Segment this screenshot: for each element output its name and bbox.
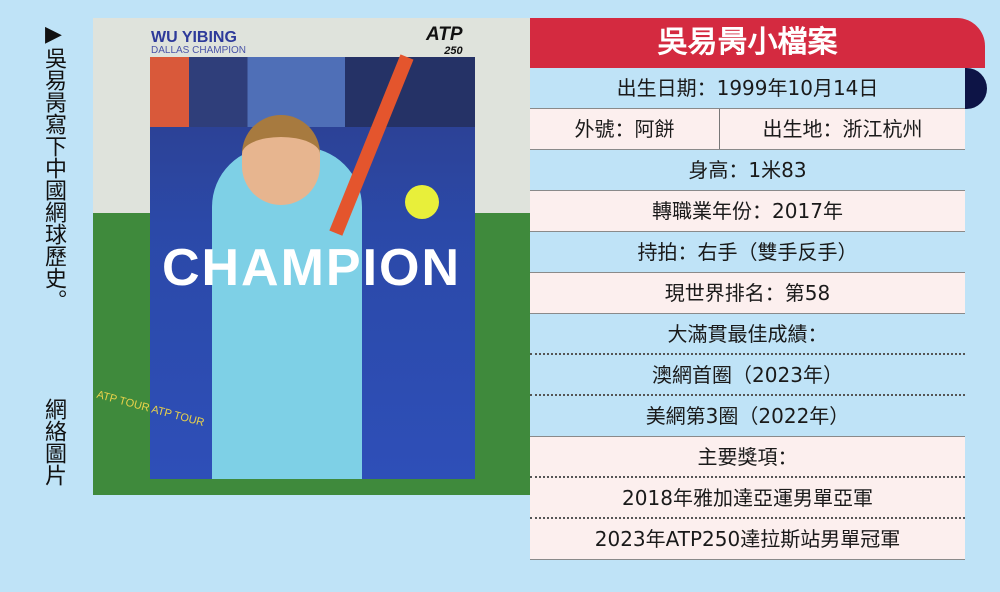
height: 身高：1米83: [688, 158, 807, 182]
row-awards-heading: 主要獎項：: [530, 437, 965, 478]
player-subtitle: DALLAS CHAMPION: [151, 45, 247, 56]
photo-credit: 網絡圖片: [41, 398, 66, 486]
pro-year: 轉職業年份：2017年: [652, 199, 843, 223]
ribbon-fold: [965, 68, 987, 109]
awards-heading: 主要獎項：: [697, 445, 798, 469]
champion-photo: WU YIBING DALLAS CHAMPION ATP 250 CHAMPIO…: [93, 18, 530, 495]
slam-result: 美網第3圈（2022年）: [645, 404, 850, 428]
row-nickname-birthplace: 外號：阿餅 出生地：浙江杭州: [530, 109, 965, 150]
profile-title: 吳易昺小檔案: [530, 18, 985, 68]
profile-card: 吳易昺小檔案 出生日期：1999年10月14日 外號：阿餅 出生地：浙江杭州 身高…: [530, 18, 985, 560]
atp-logo: ATP 250: [426, 24, 463, 57]
ranking: 現世界排名：第58: [664, 281, 831, 305]
slam-heading: 大滿貫最佳成績：: [667, 322, 828, 346]
row-slam: 澳網首圈（2023年）: [530, 355, 965, 396]
player-image: [150, 54, 475, 479]
birthdate: 出生日期：1999年10月14日: [616, 76, 879, 100]
row-award: 2018年雅加達亞運男單亞軍: [530, 478, 965, 519]
award: 2023年ATP250達拉斯站男單冠軍: [594, 527, 901, 551]
row-slam-heading: 大滿貫最佳成績：: [530, 314, 965, 355]
player-head: [242, 115, 320, 205]
birthplace: 出生地：浙江杭州: [762, 117, 923, 141]
plays: 持拍：右手（雙手反手）: [637, 240, 858, 264]
row-height: 身高：1米83: [530, 150, 965, 191]
row-ranking: 現世界排名：第58: [530, 273, 965, 314]
row-plays: 持拍：右手（雙手反手）: [530, 232, 965, 273]
award: 2018年雅加達亞運男單亞軍: [622, 486, 873, 510]
crowd: [150, 57, 475, 127]
row-pro-year: 轉職業年份：2017年: [530, 191, 965, 232]
row-birthdate: 出生日期：1999年10月14日: [530, 68, 965, 109]
nickname: 外號：阿餅: [530, 109, 720, 149]
tennis-ball: [405, 185, 439, 219]
photo-caption: ▶吳易昺寫下中國網球歷史。: [41, 22, 66, 311]
row-award: 2023年ATP250達拉斯站男單冠軍: [530, 519, 965, 560]
row-slam: 美網第3圈（2022年）: [530, 396, 965, 437]
champion-headline: CHAMPION: [161, 239, 462, 297]
player-name: WU YIBING: [151, 29, 237, 46]
slam-result: 澳網首圈（2023年）: [652, 363, 843, 387]
